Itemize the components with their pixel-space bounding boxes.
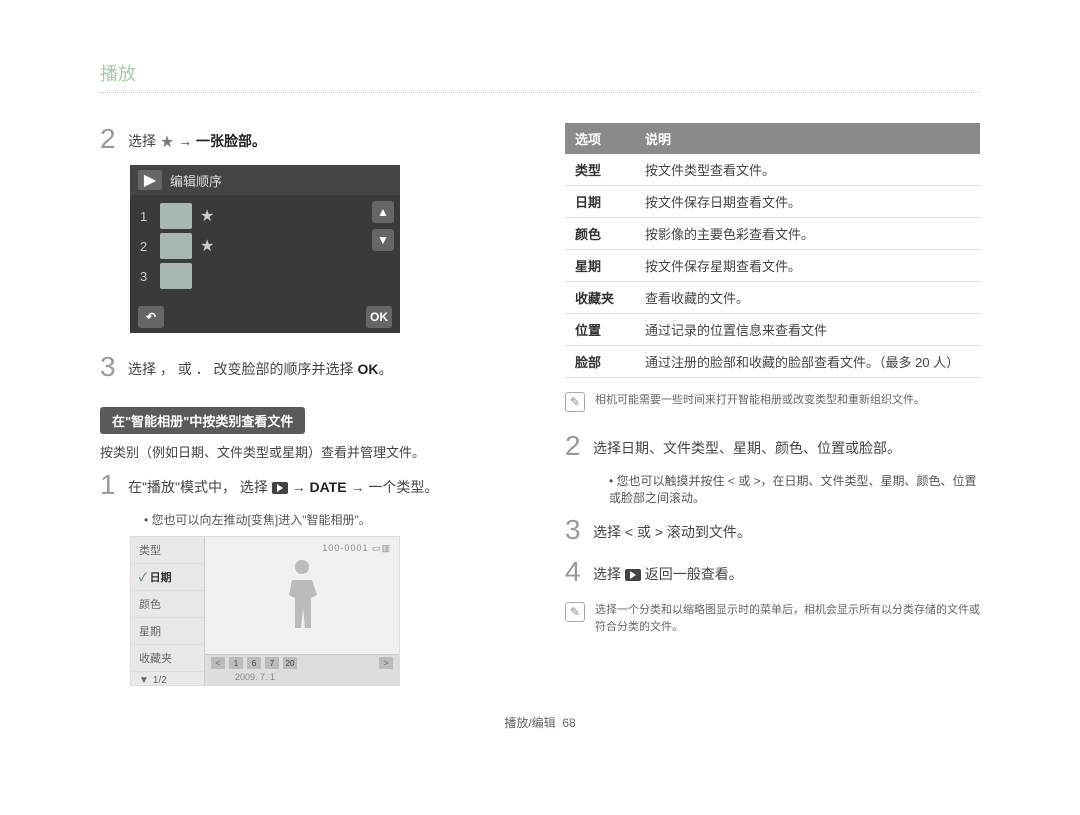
star-icon: ★ [160,132,174,152]
table-row: 日期按文件保存日期查看文件。 [565,186,980,218]
note-icon: ✎ [565,602,585,622]
table-row: 类型按文件类型查看文件。 [565,154,980,186]
file-info: 100-0001 ▭▥ [322,543,391,554]
back-button[interactable]: ↶ [138,306,164,328]
page-footer: 播放/编辑 68 [100,714,980,731]
smart-album-screen: 类型 日期 颜色 星期 收藏夹 ▼1/2 100-0001 ▭▥ [130,536,400,686]
bullet-note: • 您也可以向左推动[变焦]进入"智能相册"。 [144,511,515,528]
step-number-2: 2 [100,123,128,155]
sidebar-item-color[interactable]: 颜色 [131,591,204,618]
step-1-text: 在"播放"模式中， 选择 → DATE → 一个类型。 [128,469,438,497]
step-number-2r: 2 [565,430,593,462]
options-table: 选项 说明 类型按文件类型查看文件。 日期按文件保存日期查看文件。 颜色按影像的… [565,123,980,378]
step-number-3r: 3 [565,514,593,546]
note-2: ✎ 选择一个分类和以缩略图显示时的菜单后，相机会显示所有以分类存储的文件或符合分… [565,602,980,635]
note-1: ✎ 相机可能需要一些时间来打开智能相册或改变类型和重新组织文件。 [565,392,980,412]
thumb[interactable]: 20 [283,657,297,669]
th-desc: 说明 [635,123,980,154]
menu-icon [272,482,288,494]
face-row[interactable]: 1 ★ 4 [140,203,390,229]
up-button[interactable]: ▲ [372,201,394,223]
note-icon: ✎ [565,392,585,412]
ok-button[interactable]: OK [366,306,392,328]
table-row: 脸部通过注册的脸部和收藏的脸部查看文件。（最多 20 人） [565,346,980,378]
thumb[interactable]: 7 [265,657,279,669]
step-3-text: 选择 ， 或 ． 改变脸部的顺序并选择 OK。 [128,351,392,379]
thumb[interactable]: 6 [247,657,261,669]
table-row: 星期按文件保存星期查看文件。 [565,250,980,282]
star-icon: ★ [200,236,220,256]
step-number-4r: 4 [565,556,593,588]
date-display: 2009. 7. 1 [205,671,399,685]
return-icon [625,569,641,581]
edit-order-screen: ▶ 编辑顺序 1 ★ 4 2 ★ 3 [130,165,400,333]
face-row[interactable]: 3 [140,263,390,289]
th-option: 选项 [565,123,635,154]
face-thumb [160,203,192,229]
person-silhouette [277,555,327,635]
face-thumb [160,263,192,289]
play-box-icon: ▶ [138,170,162,190]
star-icon: ★ [200,206,220,226]
next-button[interactable]: > [379,657,393,669]
step-2r-text: 选择日期、文件类型、星期、颜色、位置或脸部。 [593,430,901,458]
step-number-1: 1 [100,469,128,501]
step-number-3: 3 [100,351,128,383]
table-row: 颜色按影像的主要色彩查看文件。 [565,218,980,250]
section-desc: 按类别（例如日期、文件类型或星期）查看并管理文件。 [100,442,515,461]
bullet-note: • 您也可以触摸并按住 < 或 >，在日期、文件类型、星期、颜色、位置或脸部之间… [609,472,980,506]
step-2-text: 选择 ★ → 一张脸部。 [128,123,266,152]
face-thumb [160,233,192,259]
sidebar-item-favorite[interactable]: 收藏夹 [131,645,204,672]
section-heading: 在"智能相册"中按类别查看文件 [100,407,305,434]
table-row: 位置通过记录的位置信息来查看文件 [565,314,980,346]
sidebar-item-week[interactable]: 星期 [131,618,204,645]
sidebar-item-date[interactable]: 日期 [131,564,204,591]
table-row: 收藏夹查看收藏的文件。 [565,282,980,314]
sidebar-item-type[interactable]: 类型 [131,537,204,564]
down-button[interactable]: ▼ [372,229,394,251]
screen1-title: 编辑顺序 [170,171,222,190]
left-column: 2 选择 ★ → 一张脸部。 ▶ 编辑顺序 1 ★ 4 [100,123,515,686]
right-column: 选项 说明 类型按文件类型查看文件。 日期按文件保存日期查看文件。 颜色按影像的… [565,123,980,686]
page-header: 播放 [100,60,980,93]
category-sidebar: 类型 日期 颜色 星期 收藏夹 ▼1/2 [131,537,205,685]
pager[interactable]: ▼1/2 [131,672,204,689]
prev-button[interactable]: < [211,657,225,669]
thumb[interactable]: 1 [229,657,243,669]
step-3r-text: 选择 < 或 > 滚动到文件。 [593,514,751,542]
step-4r-text: 选择 返回一般查看。 [593,556,743,584]
face-row[interactable]: 2 ★ [140,233,390,259]
